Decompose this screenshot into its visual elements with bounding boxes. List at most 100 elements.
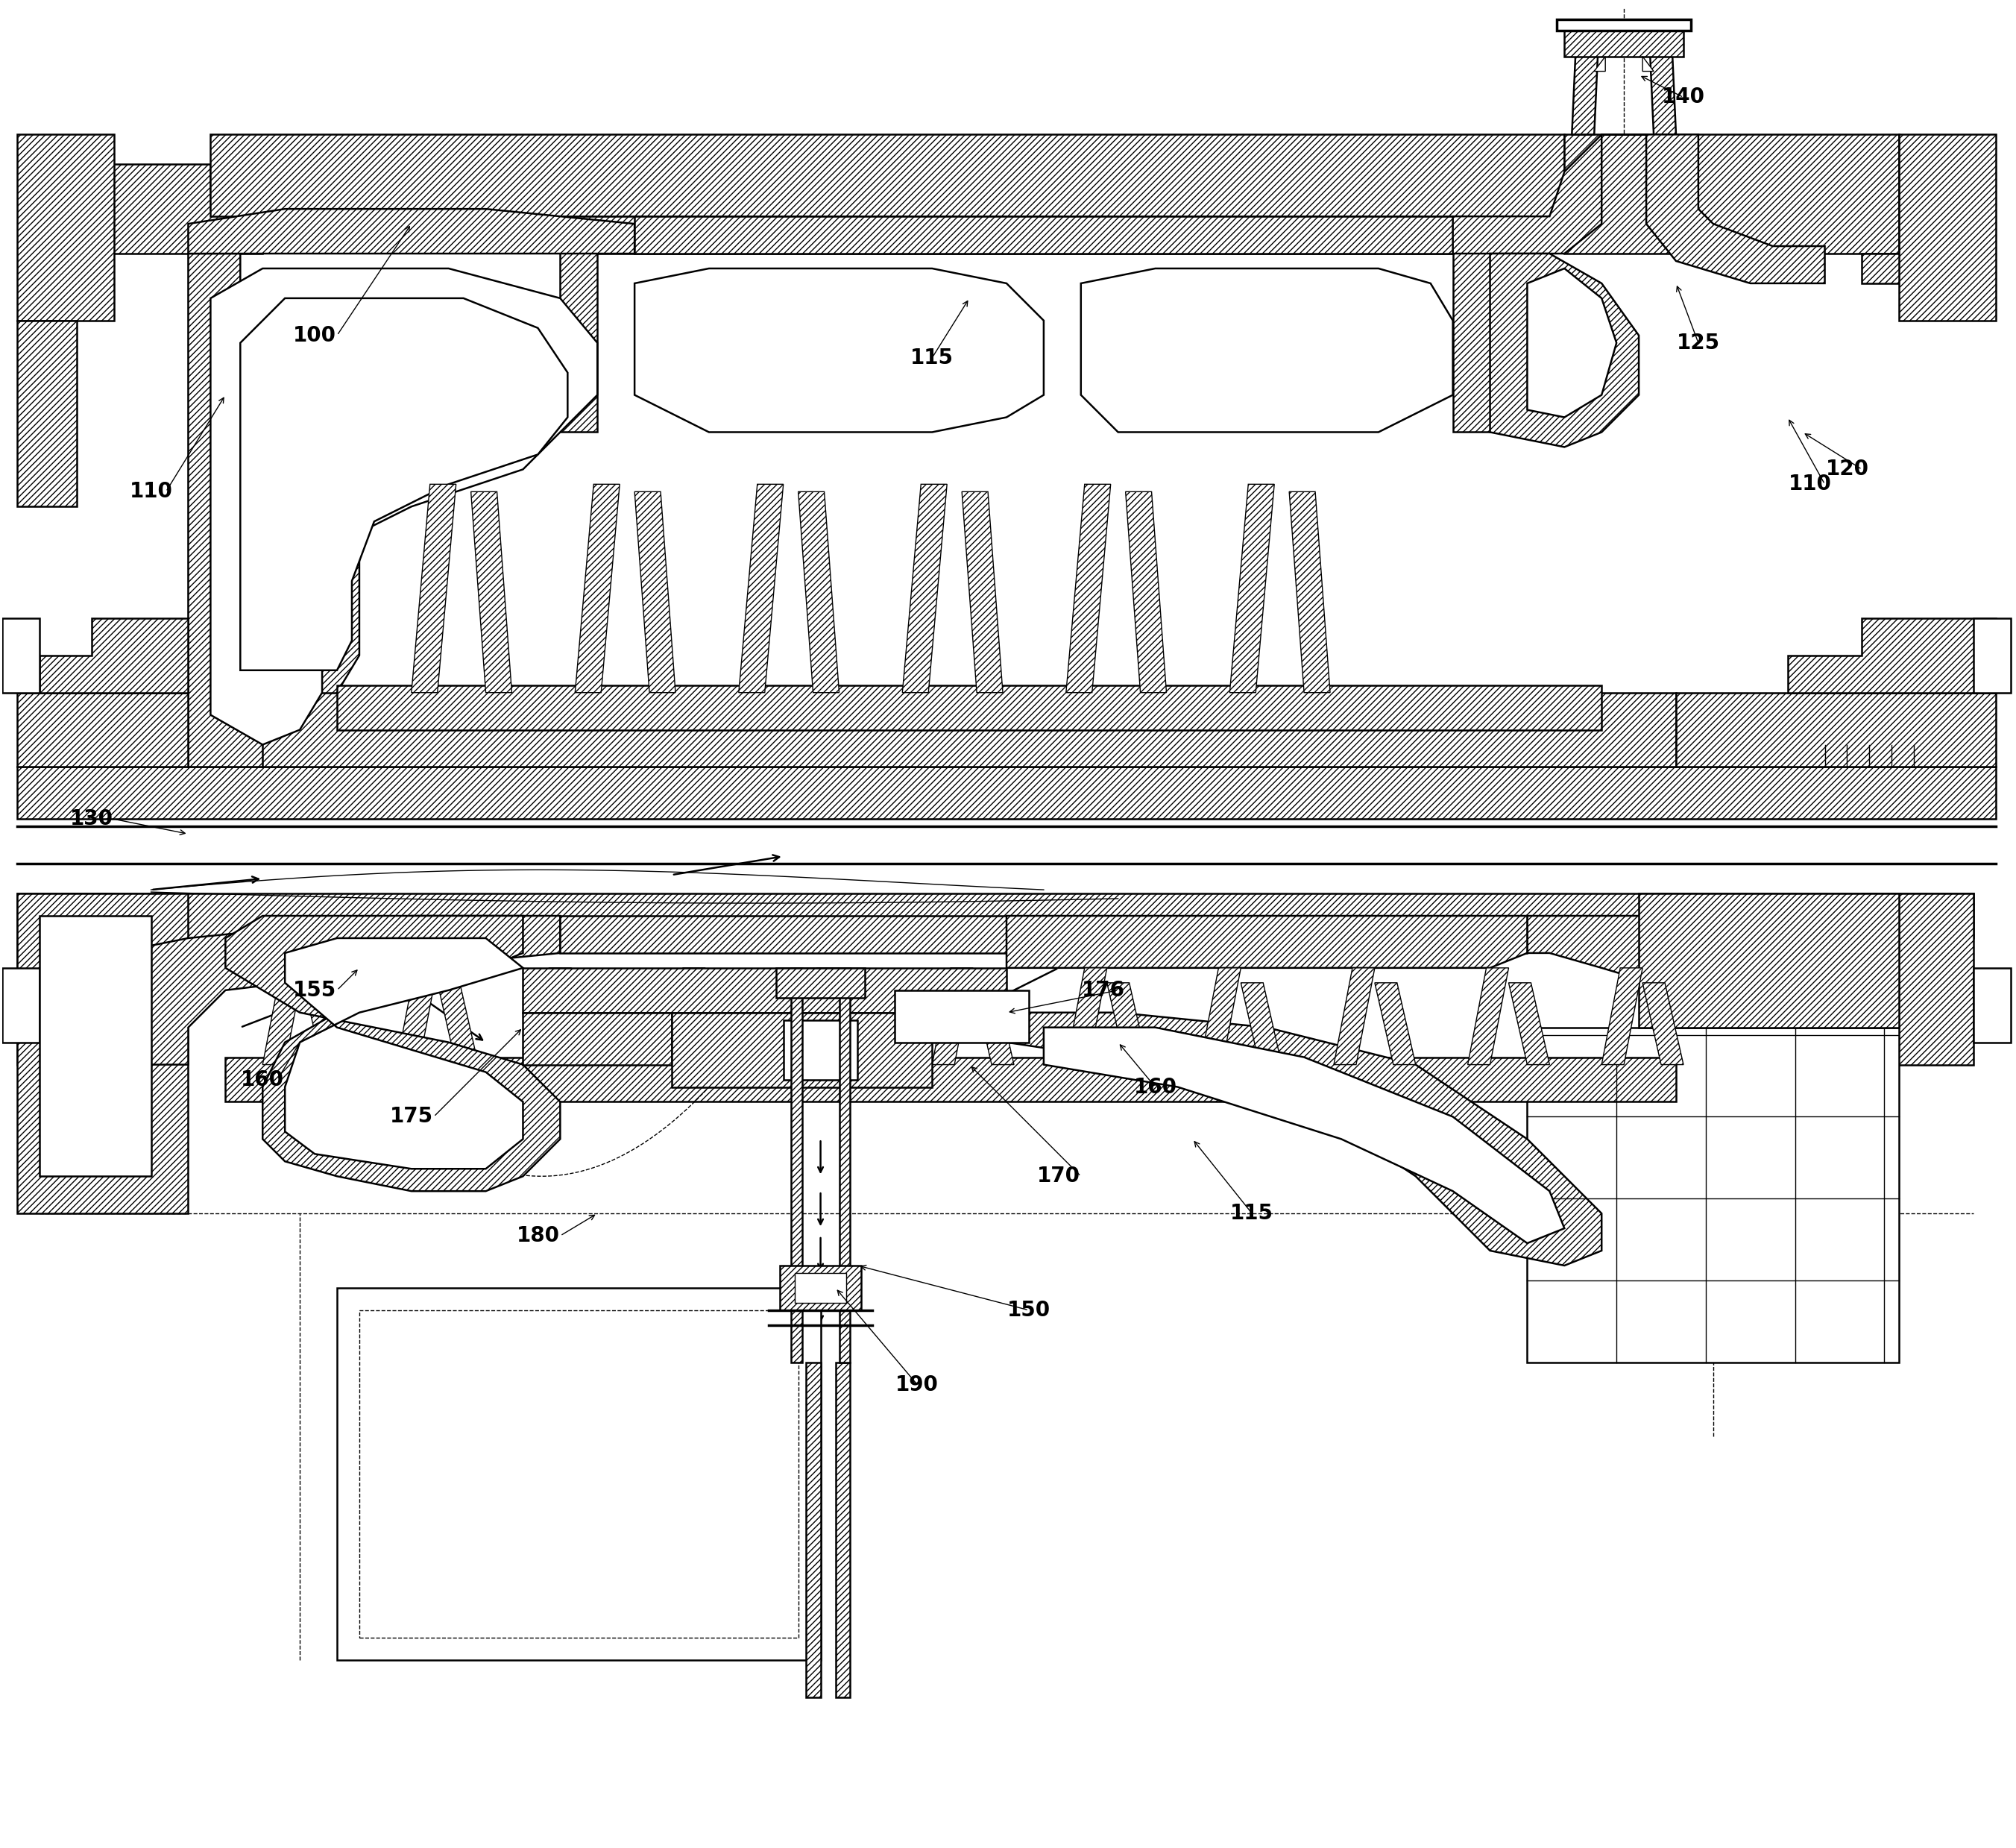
Text: 176: 176 xyxy=(1083,979,1125,1000)
Polygon shape xyxy=(1556,18,1691,30)
Polygon shape xyxy=(1788,619,1996,693)
Text: 170: 170 xyxy=(1036,1166,1081,1186)
Polygon shape xyxy=(262,693,1675,767)
Polygon shape xyxy=(738,484,784,693)
Text: 115: 115 xyxy=(1230,1203,1274,1223)
Polygon shape xyxy=(1564,135,1899,253)
Polygon shape xyxy=(1899,135,1996,320)
Polygon shape xyxy=(1974,968,2010,1042)
Polygon shape xyxy=(1643,983,1683,1064)
Polygon shape xyxy=(1595,57,1605,72)
Polygon shape xyxy=(522,1013,671,1064)
Polygon shape xyxy=(1044,1027,1564,1244)
Text: 175: 175 xyxy=(389,1107,433,1127)
Polygon shape xyxy=(1528,1027,1899,1362)
Text: 190: 190 xyxy=(895,1375,939,1395)
Polygon shape xyxy=(903,484,948,693)
Polygon shape xyxy=(798,492,839,693)
Polygon shape xyxy=(1230,484,1274,693)
Polygon shape xyxy=(1200,968,1240,1064)
Polygon shape xyxy=(806,1362,821,1696)
Polygon shape xyxy=(40,619,187,693)
Polygon shape xyxy=(18,893,113,1064)
Polygon shape xyxy=(187,209,635,253)
Text: 115: 115 xyxy=(911,347,954,368)
Polygon shape xyxy=(337,686,1601,730)
Polygon shape xyxy=(1639,893,1899,1027)
Polygon shape xyxy=(575,484,619,693)
Polygon shape xyxy=(2,968,40,1042)
Polygon shape xyxy=(1528,917,1824,1027)
Polygon shape xyxy=(839,983,881,1064)
Polygon shape xyxy=(210,135,1564,216)
Text: 125: 125 xyxy=(1677,333,1720,353)
Polygon shape xyxy=(1649,54,1675,135)
Bar xyxy=(359,1310,798,1637)
Polygon shape xyxy=(784,1020,857,1079)
Polygon shape xyxy=(437,983,478,1064)
Polygon shape xyxy=(18,320,77,506)
Polygon shape xyxy=(262,968,304,1064)
Polygon shape xyxy=(1288,492,1331,693)
Polygon shape xyxy=(2,619,40,693)
Polygon shape xyxy=(472,492,512,693)
Polygon shape xyxy=(798,968,839,1064)
Text: 130: 130 xyxy=(71,809,113,830)
Polygon shape xyxy=(665,968,706,1064)
Text: 140: 140 xyxy=(1661,87,1706,107)
Polygon shape xyxy=(530,968,571,1064)
Polygon shape xyxy=(397,968,437,1064)
Polygon shape xyxy=(226,1057,1675,1101)
Polygon shape xyxy=(522,968,1006,1013)
Text: 160: 160 xyxy=(1133,1077,1177,1098)
Polygon shape xyxy=(1564,30,1683,57)
Polygon shape xyxy=(18,135,113,320)
Polygon shape xyxy=(18,767,1996,819)
Polygon shape xyxy=(1974,619,2010,693)
Polygon shape xyxy=(776,968,865,998)
Polygon shape xyxy=(1006,917,1528,968)
Polygon shape xyxy=(974,983,1014,1064)
Polygon shape xyxy=(835,1362,851,1696)
Polygon shape xyxy=(1572,54,1599,135)
Polygon shape xyxy=(62,939,187,991)
Polygon shape xyxy=(962,492,1002,693)
Polygon shape xyxy=(931,968,974,1064)
Polygon shape xyxy=(1528,268,1617,418)
Text: 100: 100 xyxy=(292,325,337,346)
Polygon shape xyxy=(780,1266,861,1310)
Text: 160: 160 xyxy=(242,1070,284,1090)
Polygon shape xyxy=(635,216,1454,253)
Polygon shape xyxy=(1066,968,1107,1064)
Polygon shape xyxy=(571,983,613,1064)
Text: 155: 155 xyxy=(292,979,337,1000)
Polygon shape xyxy=(1601,968,1643,1064)
Polygon shape xyxy=(1375,983,1415,1064)
Polygon shape xyxy=(671,1013,931,1087)
Polygon shape xyxy=(1066,484,1111,693)
Text: 120: 120 xyxy=(1824,458,1869,480)
Polygon shape xyxy=(113,917,560,1064)
Polygon shape xyxy=(560,216,1490,432)
Polygon shape xyxy=(1240,983,1282,1064)
Polygon shape xyxy=(226,917,560,1192)
Polygon shape xyxy=(40,917,151,1175)
Polygon shape xyxy=(706,983,746,1064)
Polygon shape xyxy=(794,1273,847,1303)
Text: 150: 150 xyxy=(1008,1299,1050,1321)
Polygon shape xyxy=(337,1288,821,1660)
Polygon shape xyxy=(62,893,1974,939)
Polygon shape xyxy=(304,983,345,1064)
Polygon shape xyxy=(895,991,1028,1042)
Polygon shape xyxy=(210,268,597,745)
Polygon shape xyxy=(411,484,456,693)
Polygon shape xyxy=(187,253,359,767)
Polygon shape xyxy=(1643,57,1653,72)
Polygon shape xyxy=(1081,268,1454,432)
Polygon shape xyxy=(1006,1013,1601,1266)
Polygon shape xyxy=(91,164,262,253)
Polygon shape xyxy=(1675,693,1996,767)
Polygon shape xyxy=(1468,968,1508,1064)
Polygon shape xyxy=(240,298,569,671)
Polygon shape xyxy=(839,968,851,1362)
